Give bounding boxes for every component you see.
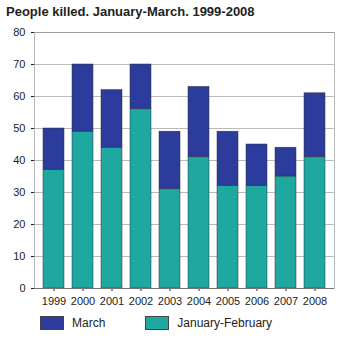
svg-text:10: 10 bbox=[13, 250, 25, 262]
svg-text:0: 0 bbox=[19, 282, 25, 294]
svg-text:1999: 1999 bbox=[42, 295, 66, 307]
svg-text:60: 60 bbox=[13, 90, 25, 102]
svg-text:2003: 2003 bbox=[158, 295, 182, 307]
html-text:January-February: January-February bbox=[177, 316, 273, 330]
svg-text:2006: 2006 bbox=[245, 295, 269, 307]
svg-text:2004: 2004 bbox=[187, 295, 211, 307]
html-text:March: March bbox=[72, 316, 106, 330]
svg-text:70: 70 bbox=[13, 58, 25, 70]
html-text:People killed. January-March.: People killed. January-March. 1999-2008 bbox=[6, 4, 255, 19]
svg-text:2005: 2005 bbox=[216, 295, 240, 307]
svg-text:2001: 2001 bbox=[100, 295, 124, 307]
svg-text:20: 20 bbox=[13, 218, 25, 230]
svg-text:2002: 2002 bbox=[129, 295, 153, 307]
svg-text:2008: 2008 bbox=[303, 295, 327, 307]
svg-text:30: 30 bbox=[13, 186, 25, 198]
svg-text:50: 50 bbox=[13, 122, 25, 134]
svg-text:2000: 2000 bbox=[71, 295, 95, 307]
svg-text:2007: 2007 bbox=[274, 295, 298, 307]
svg-text:80: 80 bbox=[13, 26, 25, 38]
svg-text:40: 40 bbox=[13, 154, 25, 166]
